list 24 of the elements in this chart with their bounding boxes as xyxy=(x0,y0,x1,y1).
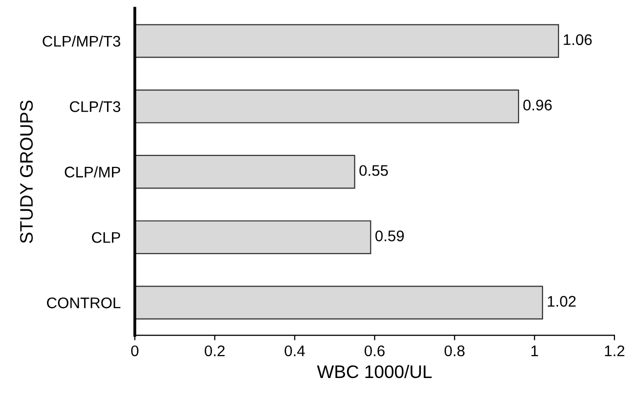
x-tick-label: 0.2 xyxy=(204,345,225,356)
bar xyxy=(134,89,520,124)
data-label: 1.02 xyxy=(548,296,576,307)
x-tick-label: 0 xyxy=(131,345,138,356)
y-tick-label: CLP/MP/T3 xyxy=(42,35,120,47)
y-axis-title: STUDY GROUPS xyxy=(20,100,33,244)
x-tick-label: 0.8 xyxy=(444,345,465,356)
bar xyxy=(134,24,560,58)
data-label: 1.06 xyxy=(564,34,592,46)
data-label: 0.96 xyxy=(523,100,552,110)
x-tick-label: 1 xyxy=(531,346,538,356)
y-tick-label: CONTROL xyxy=(47,298,120,308)
bar xyxy=(134,220,372,254)
bar xyxy=(134,154,356,189)
data-label: 0.55 xyxy=(359,165,388,176)
x-tick-label: 0.6 xyxy=(364,345,385,356)
y-tick-label: CLP xyxy=(92,232,120,243)
y-tick-label: CLP/T3 xyxy=(70,100,120,112)
bar xyxy=(134,286,544,320)
data-label: 0.59 xyxy=(375,230,404,242)
y-tick-label: CLP/MP xyxy=(64,166,120,178)
x-tick-label: 0.4 xyxy=(284,345,305,356)
x-axis-title: WBC 1000/UL xyxy=(317,364,432,378)
x-tick-label: 1.2 xyxy=(605,345,624,356)
